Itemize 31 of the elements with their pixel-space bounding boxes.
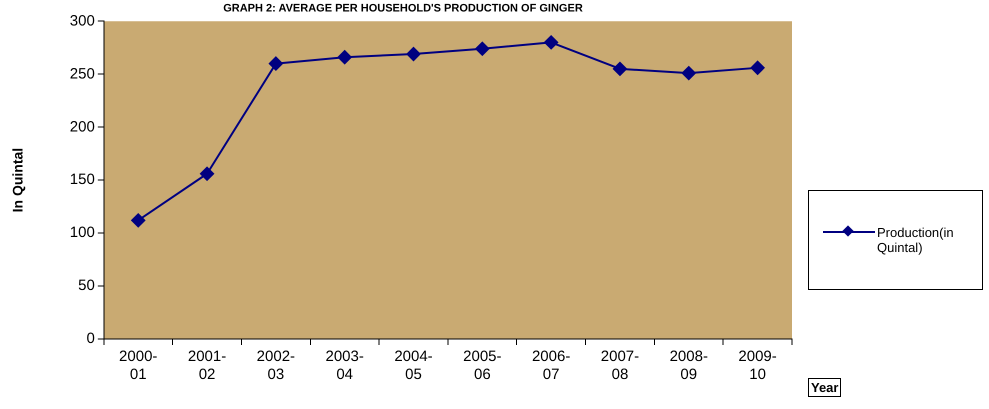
y-tick-label: 0 <box>86 330 95 348</box>
y-tick-label: 300 <box>70 12 95 30</box>
x-tick-label: 2006-07 <box>532 348 570 384</box>
x-tick-label: 2000-01 <box>119 348 158 384</box>
x-tick-label: 2002-03 <box>256 348 296 384</box>
point <box>612 62 627 76</box>
chart-title: GRAPH 2: AVERAGE PER HOUSEHOLD'S PRODUCTION OF GINGER <box>223 2 583 15</box>
y-tick-label: 250 <box>70 65 95 82</box>
x-tick-label: 2003-04 <box>326 348 364 384</box>
point <box>131 213 146 228</box>
x-tick-label: 2009-10 <box>738 348 777 384</box>
point <box>750 60 765 75</box>
point <box>338 50 352 64</box>
y-tick-label: 100 <box>70 224 95 242</box>
legend-label: Production(in Quintal) <box>877 225 955 255</box>
x-tick-label: 2008-09 <box>670 348 708 384</box>
point <box>475 42 490 56</box>
point <box>406 47 421 62</box>
point <box>200 166 214 181</box>
x-tick-label: 2001-02 <box>188 348 226 384</box>
y-tick-label: 50 <box>78 277 95 294</box>
x-tick-label: 2005-06 <box>463 348 502 384</box>
point <box>268 56 283 71</box>
x-axis-title: Year <box>808 378 842 397</box>
y-tick-label: 200 <box>70 118 95 136</box>
x-tick-label: 2004-05 <box>394 348 433 384</box>
y-axis-title: In Quintal <box>9 148 26 212</box>
y-tick-label: 150 <box>70 171 95 188</box>
point <box>682 66 696 80</box>
point <box>544 35 558 50</box>
x-tick-label: 2007-08 <box>600 348 640 384</box>
